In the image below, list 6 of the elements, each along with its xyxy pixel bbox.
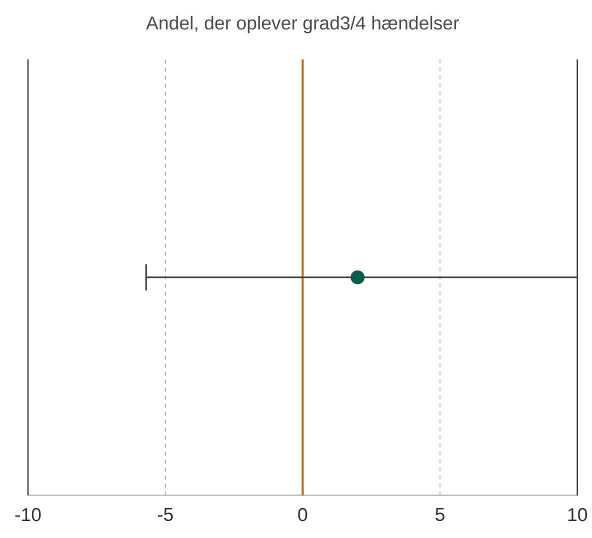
x-tick-label: -10 [15, 508, 41, 522]
x-tick-label: -5 [158, 508, 173, 522]
chart-title: Andel, der oplever grad3/4 hændelser [146, 16, 459, 34]
x-tick-label: 5 [436, 508, 444, 522]
x-tick-label: 0 [298, 508, 308, 522]
x-tick-label: 10 [568, 508, 587, 522]
